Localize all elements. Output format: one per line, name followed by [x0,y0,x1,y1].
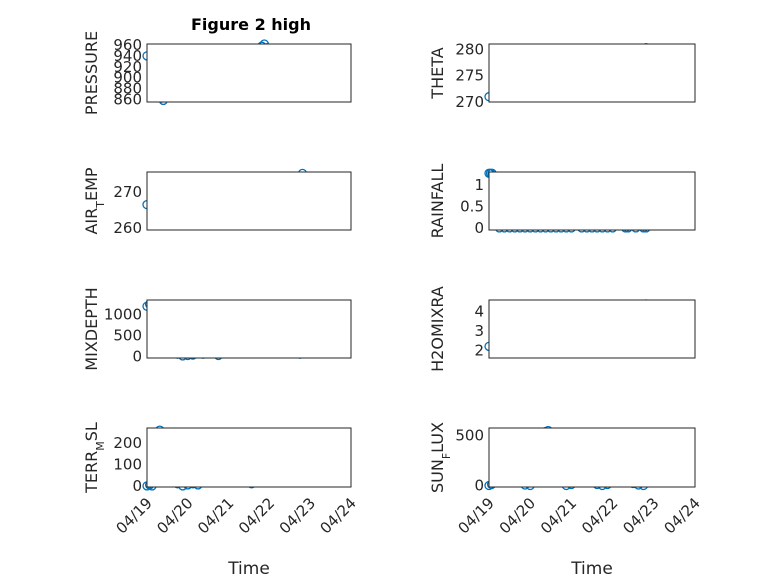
x-tick-label: 04/19 [455,494,498,537]
y-tick-label: 500 [455,427,484,445]
y-tick-label: 0 [132,477,142,495]
y-tick-label: 3 [474,322,484,340]
y-tick-label: 940 [113,47,142,65]
x-tick-label: 04/24 [661,494,704,537]
y-tick-label: 920 [113,58,142,76]
y-axis-label: AIRTEMP [82,167,107,234]
axes-box [146,427,352,488]
x-tick-label: 04/23 [619,494,662,537]
y-tick-label: 1000 [104,306,142,324]
y-axis-label: PRESSURE [82,31,101,115]
y-tick-label: 275 [455,67,484,85]
y-tick-label: 270 [455,93,484,111]
axes-box [488,299,696,359]
x-tick-label: 04/22 [578,494,621,537]
y-axis-label: H2OMIXRA [428,286,447,372]
y-tick-label: 100 [113,455,142,473]
axes-box [488,427,696,488]
axes-2: 260 270 AIRTEMP [82,167,352,237]
y-axis-label: SUNFLUX [428,422,453,493]
y-tick-label: 860 [113,90,142,108]
y-tick-label: 2 [474,341,484,359]
x-tick-label: 04/20 [153,494,196,537]
y-tick-label: 900 [113,69,142,87]
x-tick-label: 04/24 [317,494,360,537]
axes-box [146,171,352,231]
y-tick-label: 0.5 [460,197,484,215]
y-tick-label: 0 [474,219,484,237]
x-axis-label: Time [227,559,270,579]
axes-box [488,171,696,231]
y-axis-label: MIXDEPTH [82,287,101,370]
y-tick-label: 0 [474,477,484,495]
y-tick-label: 4 [474,303,484,321]
y-tick-label: 1 [474,176,484,194]
y-tick-label: 960 [113,36,142,54]
x-tick-label: 04/22 [235,494,278,537]
x-tick-label: 04/21 [537,494,580,537]
x-tick-label: 04/23 [276,494,319,537]
y-tick-label: 270 [113,183,142,201]
y-axis-label: RAINFALL [428,164,447,239]
y-tick-label: 500 [113,326,142,344]
axes-3: 0 0.5 1 RAINFALL [428,164,696,239]
axes-5: 234 H2OMIXRA [428,286,696,372]
axes-box [146,43,352,103]
axes-box [146,299,352,359]
y-tick-label: 260 [113,219,142,237]
y-tick-label: 280 [455,40,484,58]
x-tick-label: 04/21 [194,494,237,537]
y-axis-label: TERRMSL [82,422,107,494]
axes-7: 0 500SUNFLUX04/1904/2004/2104/2204/2304/2… [428,422,704,579]
y-tick-label: 880 [113,79,142,97]
y-tick-label: 200 [113,434,142,452]
axes-6: 0 100 200 TERRMSL04/1904/2004/2104/2204/230… [82,422,360,579]
y-axis-label: THETA [428,47,447,99]
x-axis-label: Time [570,559,613,579]
axes-box [488,43,696,103]
x-tick-label: 04/19 [113,494,156,537]
axes-1: 270 275 280 THETA [428,40,696,111]
y-tick-label: 0 [132,347,142,365]
figure-title: Figure 2 high [191,15,311,34]
x-tick-label: 04/20 [496,494,539,537]
